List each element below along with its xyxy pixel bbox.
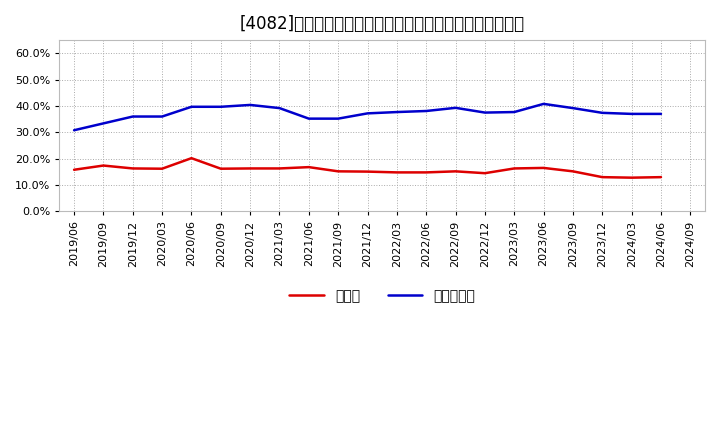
現預金 — [158, 166, 166, 171]
Line: 現預金: 現預金 — [74, 158, 661, 178]
現預金 — [275, 166, 284, 171]
現預金 — [70, 167, 78, 172]
有利子負債 — [217, 104, 225, 110]
現預金 — [99, 163, 108, 168]
現預金 — [451, 169, 460, 174]
現預金 — [510, 166, 518, 171]
現預金 — [598, 175, 607, 180]
有利子負債 — [569, 106, 577, 111]
Line: 有利子負債: 有利子負債 — [74, 104, 661, 130]
現預金 — [305, 165, 313, 170]
有利子負債 — [246, 102, 254, 107]
現預金 — [128, 166, 137, 171]
有利子負債 — [480, 110, 489, 115]
有利子負債 — [627, 111, 636, 117]
有利子負債 — [451, 105, 460, 110]
現預金 — [217, 166, 225, 171]
有利子負債 — [305, 116, 313, 121]
Title: [4082]　現預金、有利子負債の総資産に対する比率の推移: [4082] 現預金、有利子負債の総資産に対する比率の推移 — [240, 15, 525, 33]
有利子負債 — [187, 104, 196, 110]
現預金 — [246, 166, 254, 171]
Legend: 現預金, 有利子負債: 現預金, 有利子負債 — [284, 283, 481, 308]
現預金 — [569, 169, 577, 174]
現預金 — [539, 165, 548, 171]
現預金 — [363, 169, 372, 174]
有利子負債 — [598, 110, 607, 115]
有利子負債 — [158, 114, 166, 119]
有利子負債 — [70, 128, 78, 133]
現預金 — [422, 170, 431, 175]
有利子負債 — [422, 108, 431, 114]
有利子負債 — [657, 111, 665, 117]
有利子負債 — [99, 121, 108, 126]
有利子負債 — [334, 116, 343, 121]
有利子負債 — [539, 101, 548, 106]
現預金 — [657, 175, 665, 180]
現預金 — [627, 175, 636, 180]
有利子負債 — [363, 111, 372, 116]
現預金 — [480, 171, 489, 176]
現預金 — [392, 170, 401, 175]
有利子負債 — [128, 114, 137, 119]
有利子負債 — [510, 110, 518, 115]
有利子負債 — [392, 110, 401, 115]
現預金 — [334, 169, 343, 174]
現預金 — [187, 155, 196, 161]
有利子負債 — [275, 106, 284, 111]
